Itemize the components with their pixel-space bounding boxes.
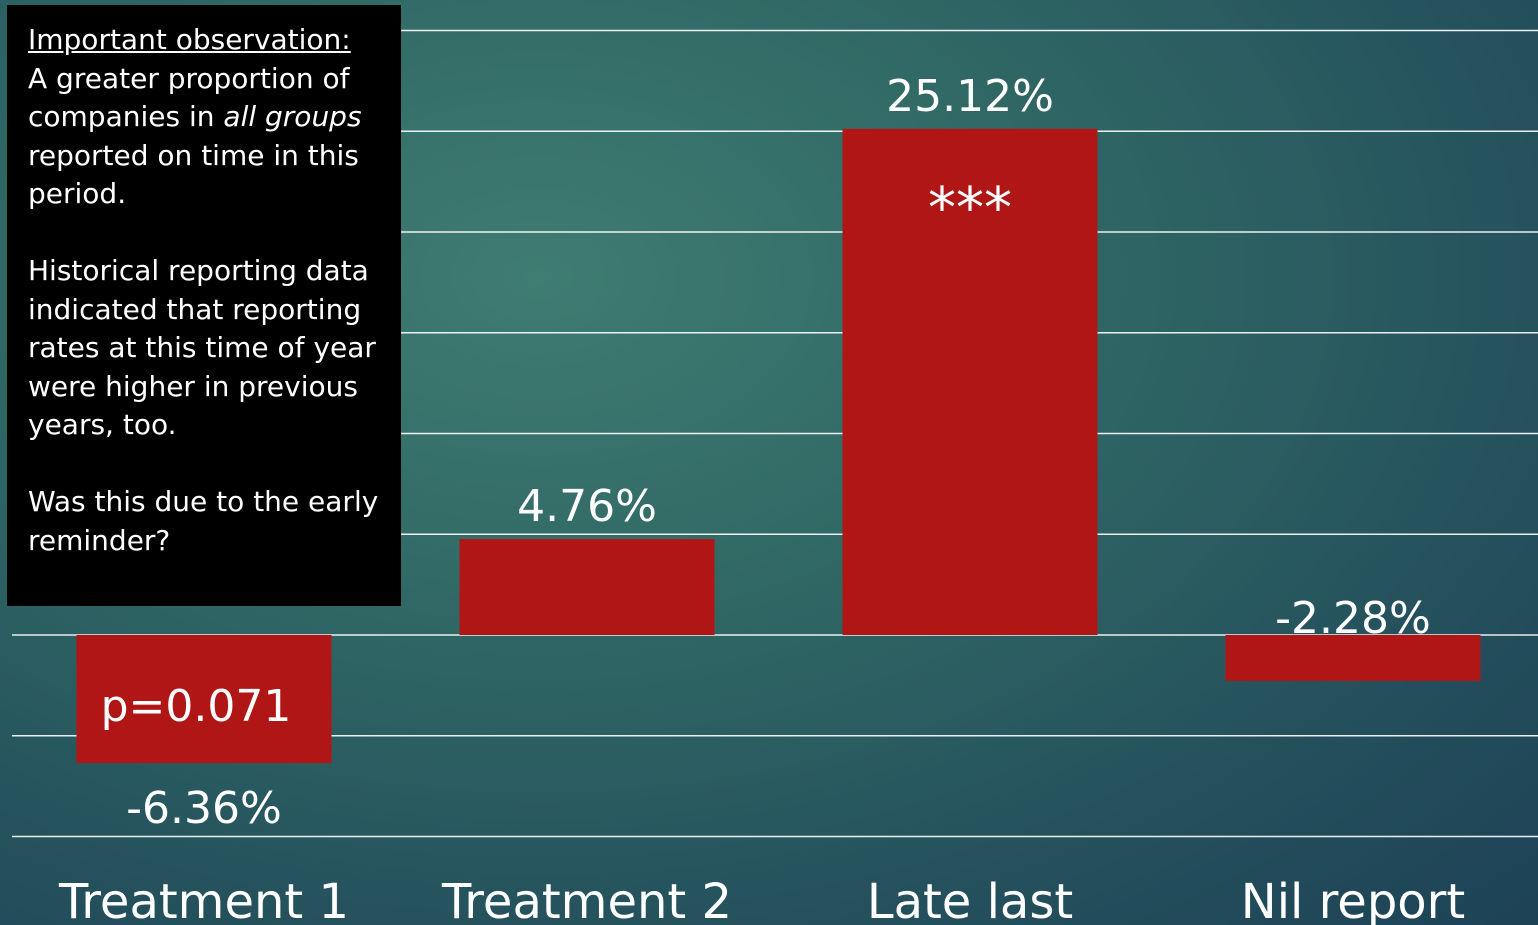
- value-label: 4.76%: [517, 481, 657, 532]
- callout-paragraph-3: Was this due to the early reminder?: [28, 485, 379, 557]
- bar-nil-report: [1225, 635, 1481, 681]
- value-label: 25.12%: [886, 71, 1054, 122]
- category-label: Late last: [867, 874, 1073, 925]
- annotation-label: p=0.071: [101, 681, 292, 732]
- category-label: Nil report: [1241, 874, 1465, 925]
- callout-p1-emphasis: all groups: [223, 100, 362, 133]
- callout-heading: Important observation:: [28, 23, 351, 56]
- value-label: -2.28%: [1275, 593, 1431, 644]
- category-label: Treatment 1: [58, 874, 349, 925]
- callout-p1-start: A greater proportion of companies in: [28, 61, 350, 134]
- callout-paragraph-2: Historical reporting data indicated that…: [28, 254, 376, 441]
- bar-treatment-2: [459, 539, 715, 635]
- bar-treatment-1: [76, 635, 332, 764]
- bars: [76, 128, 1481, 764]
- callout-p1-end: reported on time in this period.: [28, 138, 359, 211]
- category-label: Treatment 2: [441, 874, 732, 925]
- observation-callout: Important observation: A greater proport…: [7, 5, 401, 606]
- labels: -6.36% Treatment 1 4.76% Treatment 2 25.12% L…: [58, 71, 1465, 925]
- bar-late-last: [842, 128, 1098, 635]
- callout-paragraph-1: A greater proportion of companies in all…: [28, 60, 391, 214]
- value-label: -6.36%: [126, 783, 282, 834]
- annotation-label: ***: [928, 176, 1012, 241]
